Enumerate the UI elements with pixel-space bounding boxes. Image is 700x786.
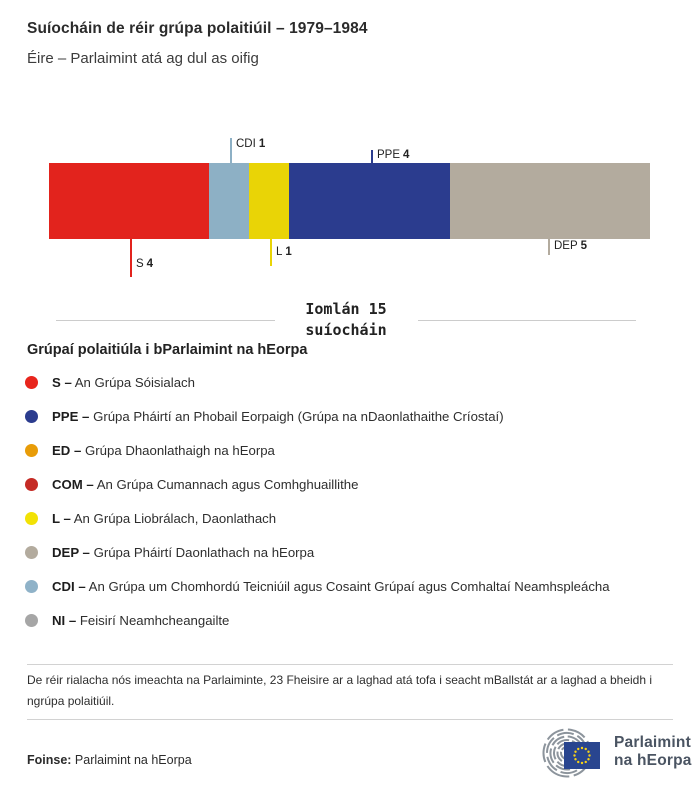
group-code: PPE <box>377 149 401 161</box>
total-seats-line1: Iomlán 15 <box>305 300 387 318</box>
legend-name: Feisirí Neamhcheangailte <box>79 612 230 628</box>
parliament-hemicycle-icon <box>542 728 600 778</box>
legend-name: An Grúpa Sóisialach <box>74 374 195 390</box>
legend-item-label: S – An Grúpa Sóisialach <box>52 375 195 390</box>
legend-item-ppe: PPE – Grúpa Pháirtí an Phobail Eorpaigh … <box>25 399 685 433</box>
legend-dot-ppe <box>25 409 38 423</box>
callout-label-ppe: PPE 4 <box>377 149 409 161</box>
legend-name: An Grúpa Liobrálach, Daonlathach <box>73 510 277 526</box>
stacked-bar <box>49 163 650 239</box>
group-code: L <box>276 246 283 258</box>
legend-code: L – <box>52 510 71 526</box>
bar-segment-s[interactable] <box>49 163 210 239</box>
logo-line1: Parlaimint <box>614 734 691 751</box>
legend-item-cdi: CDI – An Grúpa um Chomhordú Teicniúil ag… <box>25 569 685 603</box>
divider-line-right <box>417 319 636 321</box>
source-label: Foinse: <box>27 753 72 767</box>
legend-dot-cdi <box>25 579 38 593</box>
legend-code: DEP – <box>52 544 90 560</box>
legend-item-dep: DEP – Grúpa Pháirtí Daonlathach na hEorp… <box>25 535 685 569</box>
legend-name: An Grúpa um Chomhordú Teicniúil agus Cos… <box>88 578 610 594</box>
page-title: Suíocháin de réir grúpa polaitiúil – 197… <box>27 20 368 37</box>
footnote: De réir rialacha nós imeachta na Parlaim… <box>27 673 653 708</box>
total-seats-label: Iomlán 15 suíocháin <box>275 299 418 341</box>
divider-line-left <box>56 319 275 321</box>
legend-item-com: COM – An Grúpa Cumannach agus Comhghuail… <box>25 467 685 501</box>
legend-heading: Grúpaí polaitiúla i bParlaimint na hEorp… <box>27 342 308 358</box>
divider <box>27 664 673 665</box>
seat-count: 4 <box>403 149 410 161</box>
legend-item-label: COM – An Grúpa Cumannach agus Comhghuail… <box>52 477 358 492</box>
legend-code: CDI – <box>52 578 86 594</box>
legend-name: Grúpa Pháirtí an Phobail Eorpaigh (Grúpa… <box>93 408 504 424</box>
legend-item-l: L – An Grúpa Liobrálach, Daonlathach <box>25 501 685 535</box>
callout-tick-s <box>130 239 132 277</box>
legend-name: Grúpa Pháirtí Daonlathach na hEorpa <box>93 544 315 560</box>
group-code: CDI <box>236 138 256 150</box>
callout-tick-ppe <box>371 150 373 163</box>
legend-dot-s <box>25 375 38 389</box>
callout-label-cdi: CDI 1 <box>236 138 265 150</box>
total-seats-line2: suíocháin <box>305 321 387 339</box>
bar-segment-ppe[interactable] <box>289 163 450 239</box>
seat-count: 5 <box>580 240 588 252</box>
total-seats-row: Iomlán 15 suíocháin <box>27 299 673 341</box>
legend-dot-dep <box>25 545 38 559</box>
legend-item-label: L – An Grúpa Liobrálach, Daonlathach <box>52 511 276 526</box>
callout-tick-cdi <box>230 138 232 163</box>
legend-item-label: ED – Grúpa Dhaonlathaigh na hEorpa <box>52 443 275 458</box>
legend-dot-ed <box>25 443 38 457</box>
group-code: S <box>136 258 144 270</box>
european-parliament-logo: Parlaimint na hEorpa <box>528 721 692 779</box>
legend-item-label: NI – Feisirí Neamhcheangailte <box>52 613 229 628</box>
eu-flag-icon <box>564 742 600 769</box>
callout-label-dep: DEP 5 <box>554 240 587 252</box>
seat-count: 1 <box>285 246 292 258</box>
legend: S – An Grúpa Sóisialach PPE – Grúpa Phái… <box>25 365 685 637</box>
eu-flag-stars <box>573 746 591 765</box>
seat-count: 4 <box>146 258 154 270</box>
legend-item-label: CDI – An Grúpa um Chomhordú Teicniúil ag… <box>52 579 610 594</box>
callout-tick-dep <box>548 239 550 255</box>
legend-code: COM – <box>52 476 94 492</box>
legend-dot-l <box>25 511 38 525</box>
legend-item-ni: NI – Feisirí Neamhcheangailte <box>25 603 685 637</box>
legend-code: PPE – <box>52 408 90 424</box>
seat-count: 1 <box>258 138 266 150</box>
source-value: Parlaimint na hEorpa <box>71 753 192 767</box>
bar-segment-dep[interactable] <box>449 163 650 239</box>
legend-dot-com <box>25 477 38 491</box>
legend-dot-ni <box>25 613 38 627</box>
legend-item-label: DEP – Grúpa Pháirtí Daonlathach na hEorp… <box>52 545 314 560</box>
legend-name: Grúpa Dhaonlathaigh na hEorpa <box>85 442 275 458</box>
legend-code: S – <box>52 374 72 390</box>
bar-segment-l[interactable] <box>249 163 290 239</box>
source-line: Foinse: Parlaimint na hEorpa <box>27 753 192 767</box>
legend-item-label: PPE – Grúpa Pháirtí an Phobail Eorpaigh … <box>52 409 504 424</box>
page-subtitle: Éire – Parlaimint atá ag dul as oifig <box>27 50 259 67</box>
logo-wordmark: Parlaimint na hEorpa <box>614 734 692 779</box>
legend-code: NI – <box>52 612 77 628</box>
legend-item-s: S – An Grúpa Sóisialach <box>25 365 685 399</box>
legend-item-ed: ED – Grúpa Dhaonlathaigh na hEorpa <box>25 433 685 467</box>
callout-tick-l <box>270 239 272 266</box>
logo-line2: na hEorpa <box>614 752 692 769</box>
group-code: DEP <box>554 240 578 252</box>
bar-segment-cdi[interactable] <box>209 163 250 239</box>
legend-name: An Grúpa Cumannach agus Comhghuaillithe <box>96 476 359 492</box>
divider <box>27 719 673 720</box>
legend-code: ED – <box>52 442 82 458</box>
